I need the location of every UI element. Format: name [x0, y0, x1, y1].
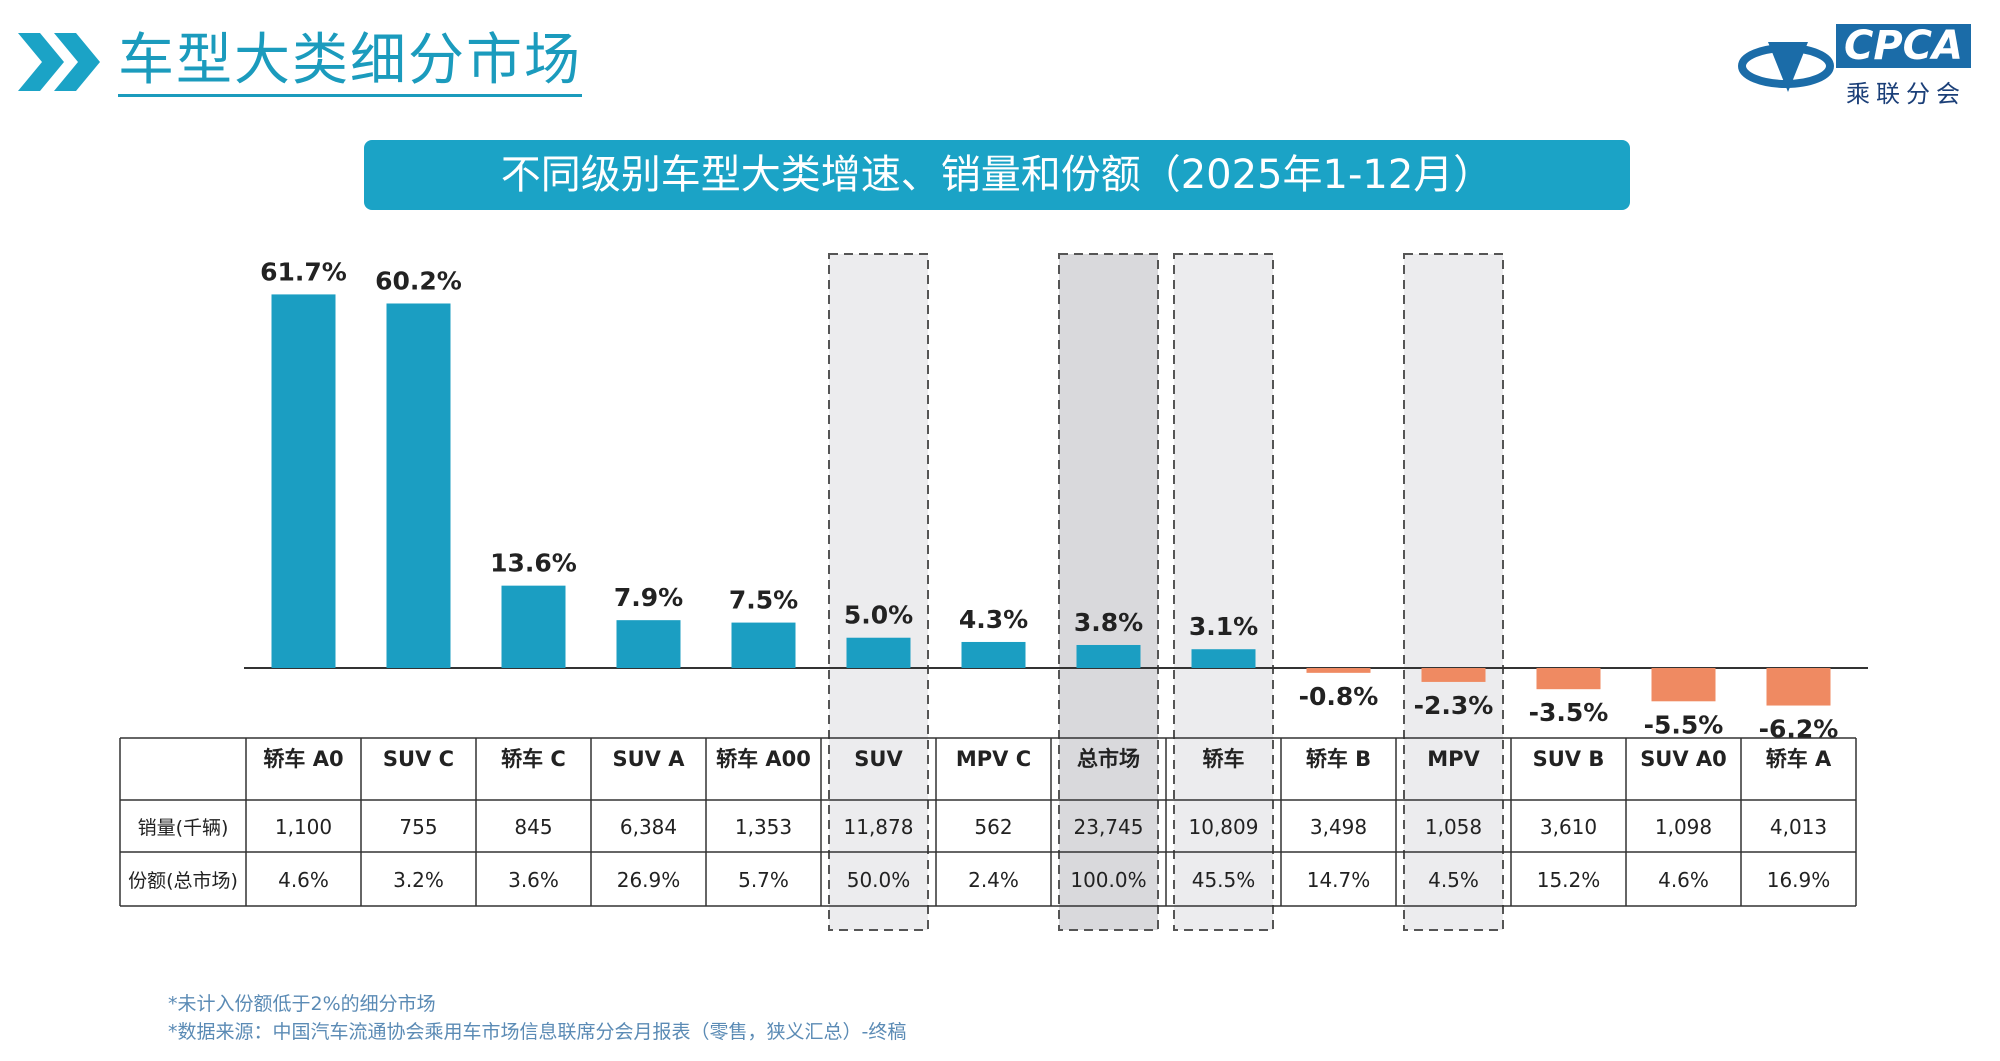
table-cell-sales: 3,610	[1540, 815, 1597, 839]
table-cell-sales: 6,384	[620, 815, 677, 839]
table-cell-sales: 11,878	[844, 815, 914, 839]
category-tick-label: MPV	[1427, 747, 1480, 771]
category-tick-label: 总市场	[1077, 747, 1140, 771]
category-tick-label: 轿车 A00	[716, 747, 811, 771]
data-label: 5.0%	[844, 601, 913, 630]
data-label: 13.6%	[490, 549, 577, 578]
bar	[1651, 668, 1716, 702]
table-cell-sales: 3,498	[1310, 815, 1367, 839]
table-cell-share: 14.7%	[1307, 868, 1371, 892]
bar	[1306, 668, 1371, 673]
table-cell-sales: 10,809	[1189, 815, 1259, 839]
table-cell-share: 45.5%	[1192, 868, 1256, 892]
bar	[1421, 668, 1486, 682]
data-label: 3.8%	[1074, 608, 1143, 637]
table-cell-sales: 23,745	[1074, 815, 1144, 839]
bar	[1766, 668, 1831, 706]
double-chevron-icon	[18, 33, 100, 91]
table-cell-sales: 562	[974, 815, 1012, 839]
category-tick-label: 轿车	[1203, 747, 1245, 771]
table-cell-sales: 1,058	[1425, 815, 1482, 839]
table-cell-share: 3.6%	[508, 868, 559, 892]
table-cell-sales: 1,100	[275, 815, 332, 839]
logo-text: CPCA	[1836, 24, 1971, 68]
data-label: -6.2%	[1759, 715, 1839, 744]
category-tick-label: 轿车 A	[1766, 747, 1832, 771]
footer-notes: *未计入份额低于2%的细分市场 *数据来源：中国汽车流通协会乘用车市场信息联席分…	[168, 990, 906, 1046]
bar	[961, 641, 1026, 668]
data-label: 7.5%	[729, 586, 798, 615]
bar	[271, 294, 336, 668]
cpca-logo: CPCA 乘联分会	[1738, 22, 1978, 108]
highlight-box	[1403, 253, 1504, 931]
bar	[501, 585, 566, 668]
highlight-box	[1058, 253, 1159, 931]
data-label: 4.3%	[959, 605, 1028, 634]
bar	[1536, 668, 1601, 690]
data-label: 61.7%	[260, 257, 347, 286]
bar	[846, 637, 911, 668]
table-cell-share: 4.6%	[1658, 868, 1709, 892]
table-cell-sales: 845	[514, 815, 552, 839]
table-cell-share: 15.2%	[1537, 868, 1601, 892]
data-label: -2.3%	[1414, 691, 1494, 720]
table-cell-sales: 1,098	[1655, 815, 1712, 839]
logo-emblem-icon	[1738, 42, 1834, 92]
table-cell-share: 4.5%	[1428, 868, 1479, 892]
data-label: 7.9%	[614, 583, 683, 612]
table-cell-sales: 4,013	[1770, 815, 1827, 839]
table-cell-share: 50.0%	[847, 868, 911, 892]
row-header-sales: 销量(千辆)	[138, 817, 229, 839]
footer-note-share: *未计入份额低于2%的细分市场	[168, 993, 436, 1015]
bar	[1076, 644, 1141, 668]
footer-note-source: *数据来源：中国汽车流通协会乘用车市场信息联席分会月报表（零售，狭义汇总）-终稿	[168, 1021, 907, 1043]
table-cell-share: 100.0%	[1070, 868, 1146, 892]
category-tick-label: SUV C	[383, 747, 454, 771]
bar	[386, 303, 451, 668]
table-cell-share: 26.9%	[617, 868, 681, 892]
highlight-box	[1173, 253, 1274, 931]
bar	[616, 620, 681, 668]
chart-title-banner: 不同级别车型大类增速、销量和份额（2025年1-12月）	[364, 140, 1630, 210]
category-tick-label: SUV	[854, 747, 903, 771]
category-tick-label: MPV C	[956, 747, 1031, 771]
data-label: -3.5%	[1529, 698, 1609, 727]
category-tick-label: SUV A	[613, 747, 686, 771]
row-header-share: 份额(总市场)	[128, 870, 238, 892]
data-label: 60.2%	[375, 266, 462, 295]
table-cell-share: 4.6%	[278, 868, 329, 892]
category-tick-label: SUV B	[1533, 747, 1605, 771]
category-tick-label: 轿车 B	[1306, 747, 1371, 771]
data-label: -0.8%	[1299, 682, 1379, 711]
logo-subtext: 乘联分会	[1846, 80, 1966, 108]
header: 车型大类细分市场	[18, 22, 582, 102]
bar	[731, 622, 796, 668]
table-cell-share: 5.7%	[738, 868, 789, 892]
category-tick-label: 轿车 A0	[263, 747, 343, 771]
table-cell-sales: 755	[399, 815, 437, 839]
category-tick-label: SUV A0	[1640, 747, 1727, 771]
data-label: -5.5%	[1644, 710, 1724, 739]
table-cell-share: 2.4%	[968, 868, 1019, 892]
category-tick-label: 轿车 C	[501, 747, 566, 771]
table-cell-sales: 1,353	[735, 815, 792, 839]
table-cell-share: 16.9%	[1767, 868, 1831, 892]
table-cell-share: 3.2%	[393, 868, 444, 892]
bar	[1191, 649, 1256, 668]
page-title: 车型大类细分市场	[118, 28, 582, 97]
highlight-box	[828, 253, 929, 931]
data-label: 3.1%	[1189, 612, 1258, 641]
